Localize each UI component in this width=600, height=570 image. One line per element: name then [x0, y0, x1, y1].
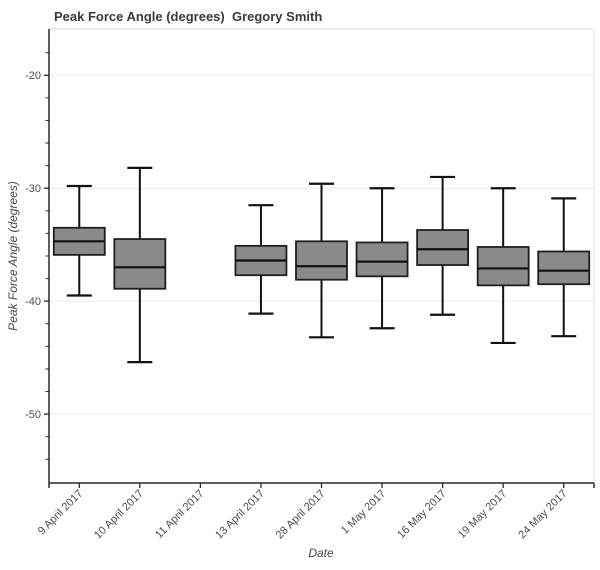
- y-tick-label: -30: [25, 183, 41, 195]
- box-16-may-2017: [416, 175, 470, 316]
- box-1-may-2017: [355, 187, 409, 330]
- iqr-box: [416, 229, 470, 266]
- iqr-box: [113, 238, 167, 290]
- iqr-box: [476, 246, 530, 287]
- x-tick-label: 13 April 2017: [213, 488, 267, 542]
- x-tick-label: 24 May 2017: [516, 488, 569, 541]
- box-19-may-2017: [476, 187, 530, 345]
- y-tick-label: -40: [25, 296, 41, 308]
- plot-frame-layer: [49, 28, 595, 483]
- box-24-may-2017: [537, 197, 591, 338]
- box-13-april-2017: [234, 204, 288, 315]
- y-tick-label: -50: [25, 409, 41, 421]
- box-10-april-2017: [113, 166, 167, 364]
- iqr-box: [355, 241, 409, 278]
- y-axis-title: Peak Force Angle (degrees): [6, 181, 20, 331]
- x-axis-title: Date: [308, 546, 334, 560]
- x-tick-label: 16 May 2017: [395, 488, 448, 541]
- y-tick-label: -20: [25, 70, 41, 82]
- x-tick-label: 19 May 2017: [456, 488, 509, 541]
- box-series-layer: [52, 166, 591, 364]
- iqr-box: [295, 240, 348, 281]
- box-9-april-2017: [52, 184, 106, 297]
- x-tick-label: 10 April 2017: [92, 488, 146, 542]
- x-tick-label: 11 April 2017: [153, 488, 206, 541]
- x-tick-label: 1 May 2017: [339, 488, 388, 537]
- iqr-box: [537, 250, 591, 286]
- x-tick-label: 28 April 2017: [274, 488, 328, 542]
- x-tick-label: 9 April 2017: [36, 488, 86, 538]
- chart-title: Peak Force Angle (degrees) Gregory Smith: [54, 9, 322, 24]
- box-28-april-2017: [295, 182, 348, 339]
